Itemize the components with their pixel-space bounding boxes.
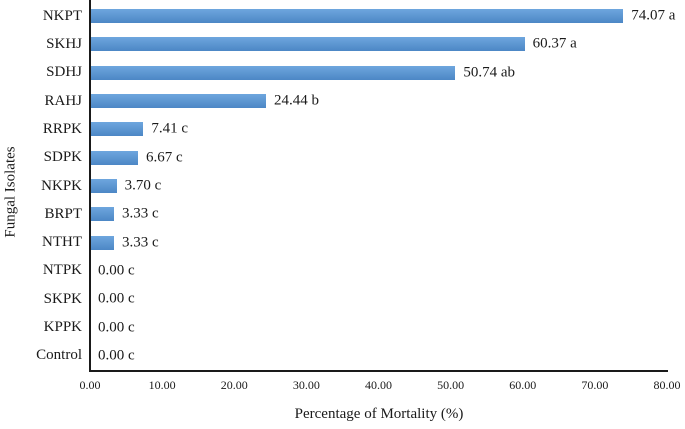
category-label: SKHJ: [46, 35, 82, 52]
value-label: 3.70 c: [124, 177, 162, 194]
plot-area: NKPT 74.07 a SKHJ 60.37 a SDHJ 50.74 ab RAHJ 24…: [0, 2, 685, 370]
value-label: 3.33 c: [121, 234, 159, 251]
chart-row: NKPT 74.07 a: [0, 2, 685, 30]
value-label: 0.00 c: [98, 319, 135, 336]
x-axis-tick-labels: 0.00 10.00 20.00 30.00 40.00 50.00 60.00 70.00 8…: [80, 378, 681, 396]
bar: [90, 235, 114, 250]
category-label: SDHJ: [46, 64, 82, 81]
value-label: 74.07 a: [631, 7, 676, 24]
bar: [90, 122, 144, 137]
value-label: 3.33 c: [121, 205, 159, 222]
bar: [90, 207, 114, 222]
value-label: 50.74 ab: [463, 64, 515, 81]
chart-row: RRPK 7.41 c: [0, 115, 685, 143]
bar-track: 60.37 a: [90, 30, 666, 58]
bar-track: 6.67 c: [90, 144, 666, 172]
bar-track: 3.33 c: [90, 229, 666, 257]
chart-row: RAHJ 24.44 b: [0, 87, 685, 115]
chart-row: SKHJ 60.37 a: [0, 30, 685, 58]
x-tick-label: 10.00: [148, 378, 176, 392]
x-tick-label: 40.00: [365, 378, 392, 392]
chart-row: NTHT 3.33 c: [0, 229, 685, 257]
x-tick-label: 30.00: [292, 378, 320, 392]
category-label: KPPK: [43, 319, 82, 336]
bar-track: 0.00 c: [90, 313, 666, 341]
bar: [90, 9, 624, 24]
value-label: 60.37 a: [532, 35, 577, 52]
y-axis-line: [89, 0, 91, 372]
category-label: BRPT: [44, 205, 82, 222]
value-label: 0.00 c: [98, 290, 135, 307]
chart-row: NTPK 0.00 c: [0, 257, 685, 285]
chart-row: SKPK 0.00 c: [0, 285, 685, 313]
x-tick-label: 80.00: [653, 378, 681, 392]
bar: [90, 150, 139, 165]
bar-track: 0.00 c: [90, 257, 666, 285]
chart-row: Control 0.00 c: [0, 342, 685, 370]
category-label: Control: [36, 347, 82, 364]
value-label: 24.44 b: [273, 92, 319, 109]
bar: [90, 65, 456, 80]
chart-row: SDHJ 50.74 ab: [0, 59, 685, 87]
category-label: SDPK: [43, 149, 82, 166]
x-axis-line: [89, 370, 668, 372]
bar-track: 74.07 a: [90, 2, 675, 30]
chart-row: KPPK 0.00 c: [0, 313, 685, 341]
value-label: 0.00 c: [98, 347, 135, 364]
bar-track: 3.70 c: [90, 172, 666, 200]
x-tick-label: 0.00: [79, 378, 101, 392]
x-tick-label: 60.00: [509, 378, 537, 392]
category-label: SKPK: [43, 290, 82, 307]
bar: [90, 37, 525, 52]
bar-track: 0.00 c: [90, 285, 666, 313]
x-tick-label: 70.00: [581, 378, 609, 392]
bar: [90, 179, 117, 194]
category-label: NTPK: [42, 262, 82, 279]
bar-track: 50.74 ab: [90, 59, 666, 87]
chart-row: BRPT 3.33 c: [0, 200, 685, 228]
value-label: 6.67 c: [146, 149, 183, 166]
category-label: RRPK: [42, 120, 82, 137]
category-label: NTHT: [42, 234, 82, 251]
category-label: NKPK: [41, 177, 82, 194]
value-label: 0.00 c: [98, 262, 135, 279]
x-tick-label: 50.00: [437, 378, 465, 392]
bar-track: 0.00 c: [90, 342, 666, 370]
bar: [90, 94, 266, 109]
value-label: 7.41 c: [151, 120, 189, 137]
category-label: NKPT: [42, 7, 82, 24]
x-axis-title: Percentage of Mortality (%): [294, 406, 464, 422]
bar-track: 24.44 b: [90, 87, 666, 115]
chart-row: NKPK 3.70 c: [0, 172, 685, 200]
chart-row: SDPK 6.67 c: [0, 144, 685, 172]
bar-track: 7.41 c: [90, 115, 666, 143]
category-label: RAHJ: [44, 92, 82, 109]
bar-track: 3.33 c: [90, 200, 666, 228]
x-tick-label: 20.00: [220, 378, 248, 392]
